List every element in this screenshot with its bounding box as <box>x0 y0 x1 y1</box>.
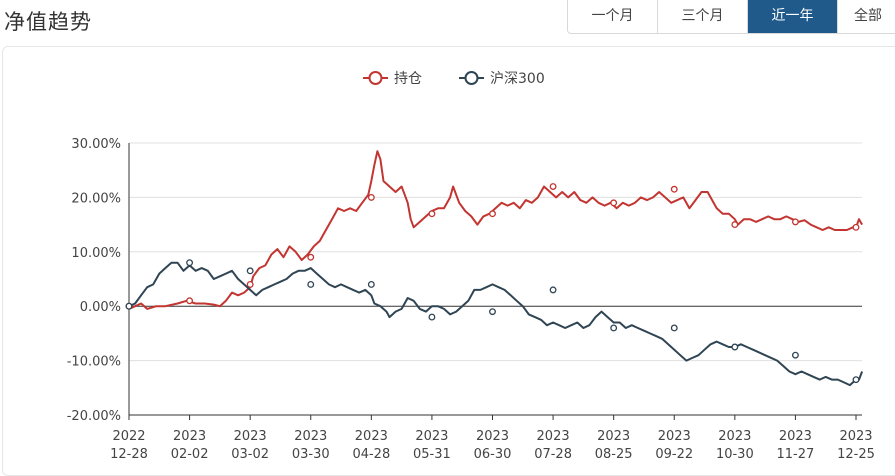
series-marker-1 <box>186 259 194 267</box>
x-tick-year: 2023 <box>355 429 388 444</box>
y-tick-label: -10.00% <box>67 355 121 370</box>
x-tick-year: 2023 <box>415 429 448 444</box>
x-tick-date: 06-30 <box>474 447 512 462</box>
x-tick-year: 2023 <box>779 429 812 444</box>
tab-three-months[interactable]: 三个月 <box>658 0 748 33</box>
series-marker-1 <box>791 351 799 359</box>
x-tick-year: 2023 <box>234 429 267 444</box>
series-marker-1 <box>367 280 375 288</box>
series-marker-0 <box>307 253 315 261</box>
page-title: 净值趋势 <box>4 10 92 34</box>
y-tick-label: 30.00% <box>71 137 121 152</box>
x-tick-year: 2022 <box>112 429 145 444</box>
tab-one-year[interactable]: 近一年 <box>748 0 838 33</box>
series-line-0 <box>128 150 863 310</box>
series-marker-1 <box>610 324 618 332</box>
series-marker-0 <box>791 218 799 226</box>
series-marker-1 <box>670 324 678 332</box>
series-marker-1 <box>489 308 496 316</box>
series-marker-0 <box>186 297 194 305</box>
series-marker-1 <box>125 302 133 310</box>
legend-label-1: 沪深300 <box>490 71 545 87</box>
legend-label-0: 持仓 <box>394 71 422 87</box>
x-tick-year: 2023 <box>537 429 570 444</box>
x-tick-date: 03-02 <box>231 447 269 462</box>
y-tick-label: 10.00% <box>71 246 121 261</box>
x-tick-year: 2023 <box>476 429 509 444</box>
x-tick-date: 12-28 <box>110 447 148 462</box>
series-marker-1 <box>246 267 254 275</box>
x-tick-date: 04-28 <box>352 447 390 462</box>
series-line-1 <box>128 261 864 387</box>
series-marker-0 <box>852 223 860 231</box>
x-tick-date: 11-27 <box>777 447 815 462</box>
x-tick-date: 05-31 <box>413 447 451 462</box>
series-marker-0 <box>246 280 254 288</box>
tab-one-month[interactable]: 一个月 <box>568 0 658 33</box>
x-tick-year: 2023 <box>294 429 327 444</box>
x-tick-year: 2023 <box>839 429 872 444</box>
series-marker-0 <box>731 221 739 229</box>
series-marker-0 <box>549 183 557 190</box>
series-marker-0 <box>367 193 375 201</box>
x-tick-year: 2023 <box>597 429 630 444</box>
x-tick-year: 2023 <box>658 429 691 444</box>
series-marker-1 <box>307 280 315 288</box>
x-tick-date: 09-22 <box>655 447 693 462</box>
series-marker-1 <box>852 376 860 384</box>
series-marker-0 <box>670 185 678 193</box>
x-tick-year: 2023 <box>173 429 206 444</box>
legend-marker-0 <box>368 71 383 85</box>
y-tick-label: 20.00% <box>71 191 121 206</box>
legend-marker-1 <box>464 71 479 85</box>
range-tabs: 一个月 三个月 近一年 全部 <box>567 0 895 34</box>
y-tick-label: -20.00% <box>67 409 121 424</box>
x-tick-date: 07-28 <box>534 447 572 462</box>
series-marker-0 <box>610 199 618 207</box>
x-tick-date: 08-25 <box>595 447 633 462</box>
x-tick-date: 02-02 <box>171 447 209 462</box>
x-tick-date: 12-25 <box>837 447 875 462</box>
series-marker-1 <box>731 343 739 351</box>
x-tick-year: 2023 <box>718 429 751 444</box>
series-marker-0 <box>489 210 496 218</box>
y-tick-label: 0.00% <box>80 300 121 315</box>
x-tick-date: 03-30 <box>292 447 330 462</box>
x-tick-date: 10-30 <box>716 447 754 462</box>
series-marker-1 <box>549 286 557 294</box>
series-marker-1 <box>428 313 436 321</box>
series-marker-0 <box>428 210 436 218</box>
tab-all[interactable]: 全部 <box>854 8 882 24</box>
